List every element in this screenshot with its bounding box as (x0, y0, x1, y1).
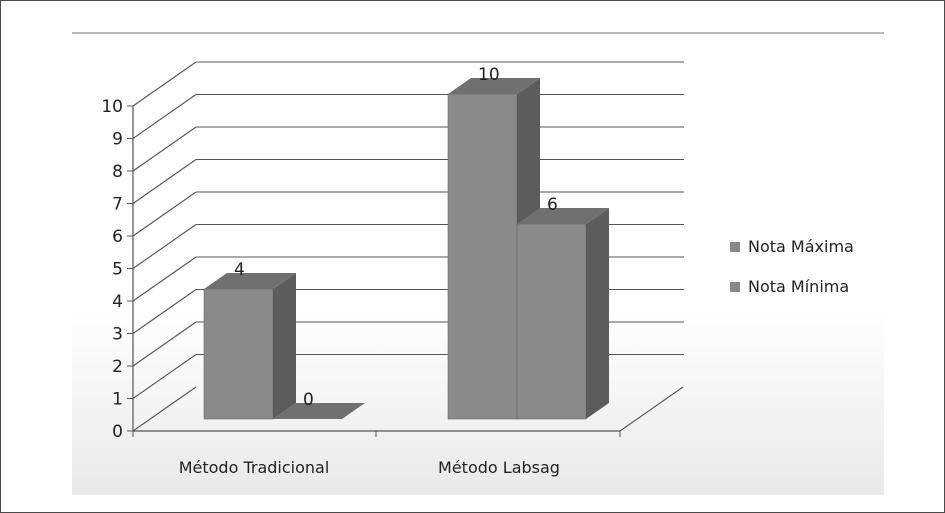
gridline-diagonal (132, 354, 197, 399)
bar-top (273, 403, 365, 419)
bar-top (448, 78, 540, 94)
bar-top (517, 208, 609, 224)
y-tick-label: 10 (101, 97, 123, 117)
data-label: 0 (303, 390, 314, 410)
bar-side (586, 208, 609, 419)
y-tick-label: 3 (112, 325, 123, 345)
category-label: Método Tradicional (179, 458, 330, 477)
gridline-diagonal (132, 191, 197, 237)
y-tick-label: 7 (112, 195, 123, 215)
floor-edge (619, 386, 684, 432)
y-tick-label: 0 (112, 422, 123, 442)
y-tick-label: 2 (112, 357, 123, 377)
y-tick-label: 5 (112, 260, 123, 280)
legend-label: Nota Mínima (748, 277, 849, 296)
gridline-diagonal (132, 61, 197, 107)
legend-swatch (730, 282, 740, 292)
gridline-diagonal (132, 386, 197, 432)
legend-label: Nota Máxima (748, 237, 854, 256)
gridline-diagonal (132, 289, 197, 334)
legend-swatch (730, 242, 740, 252)
y-tick-label: 4 (112, 292, 123, 312)
gridline-diagonal (132, 126, 197, 172)
gridline-diagonal (132, 321, 197, 367)
y-tick-label: 6 (112, 227, 123, 247)
category-label: Método Labsag (438, 458, 560, 477)
bar-top (204, 273, 296, 289)
y-tick-label: 9 (112, 130, 123, 150)
bar-side (273, 273, 296, 419)
bar-front (203, 288, 274, 420)
gridline-diagonal (132, 256, 197, 302)
gridline-diagonal (132, 94, 197, 139)
y-tick-label: 1 (112, 390, 123, 410)
gridline-diagonal (132, 159, 197, 204)
data-label: 10 (478, 65, 500, 85)
data-label: 4 (234, 260, 245, 280)
bar-front (516, 223, 587, 420)
bar-front (447, 93, 518, 420)
y-tick-label: 8 (112, 162, 123, 182)
gridline-diagonal (132, 224, 197, 269)
data-label: 6 (547, 195, 558, 215)
